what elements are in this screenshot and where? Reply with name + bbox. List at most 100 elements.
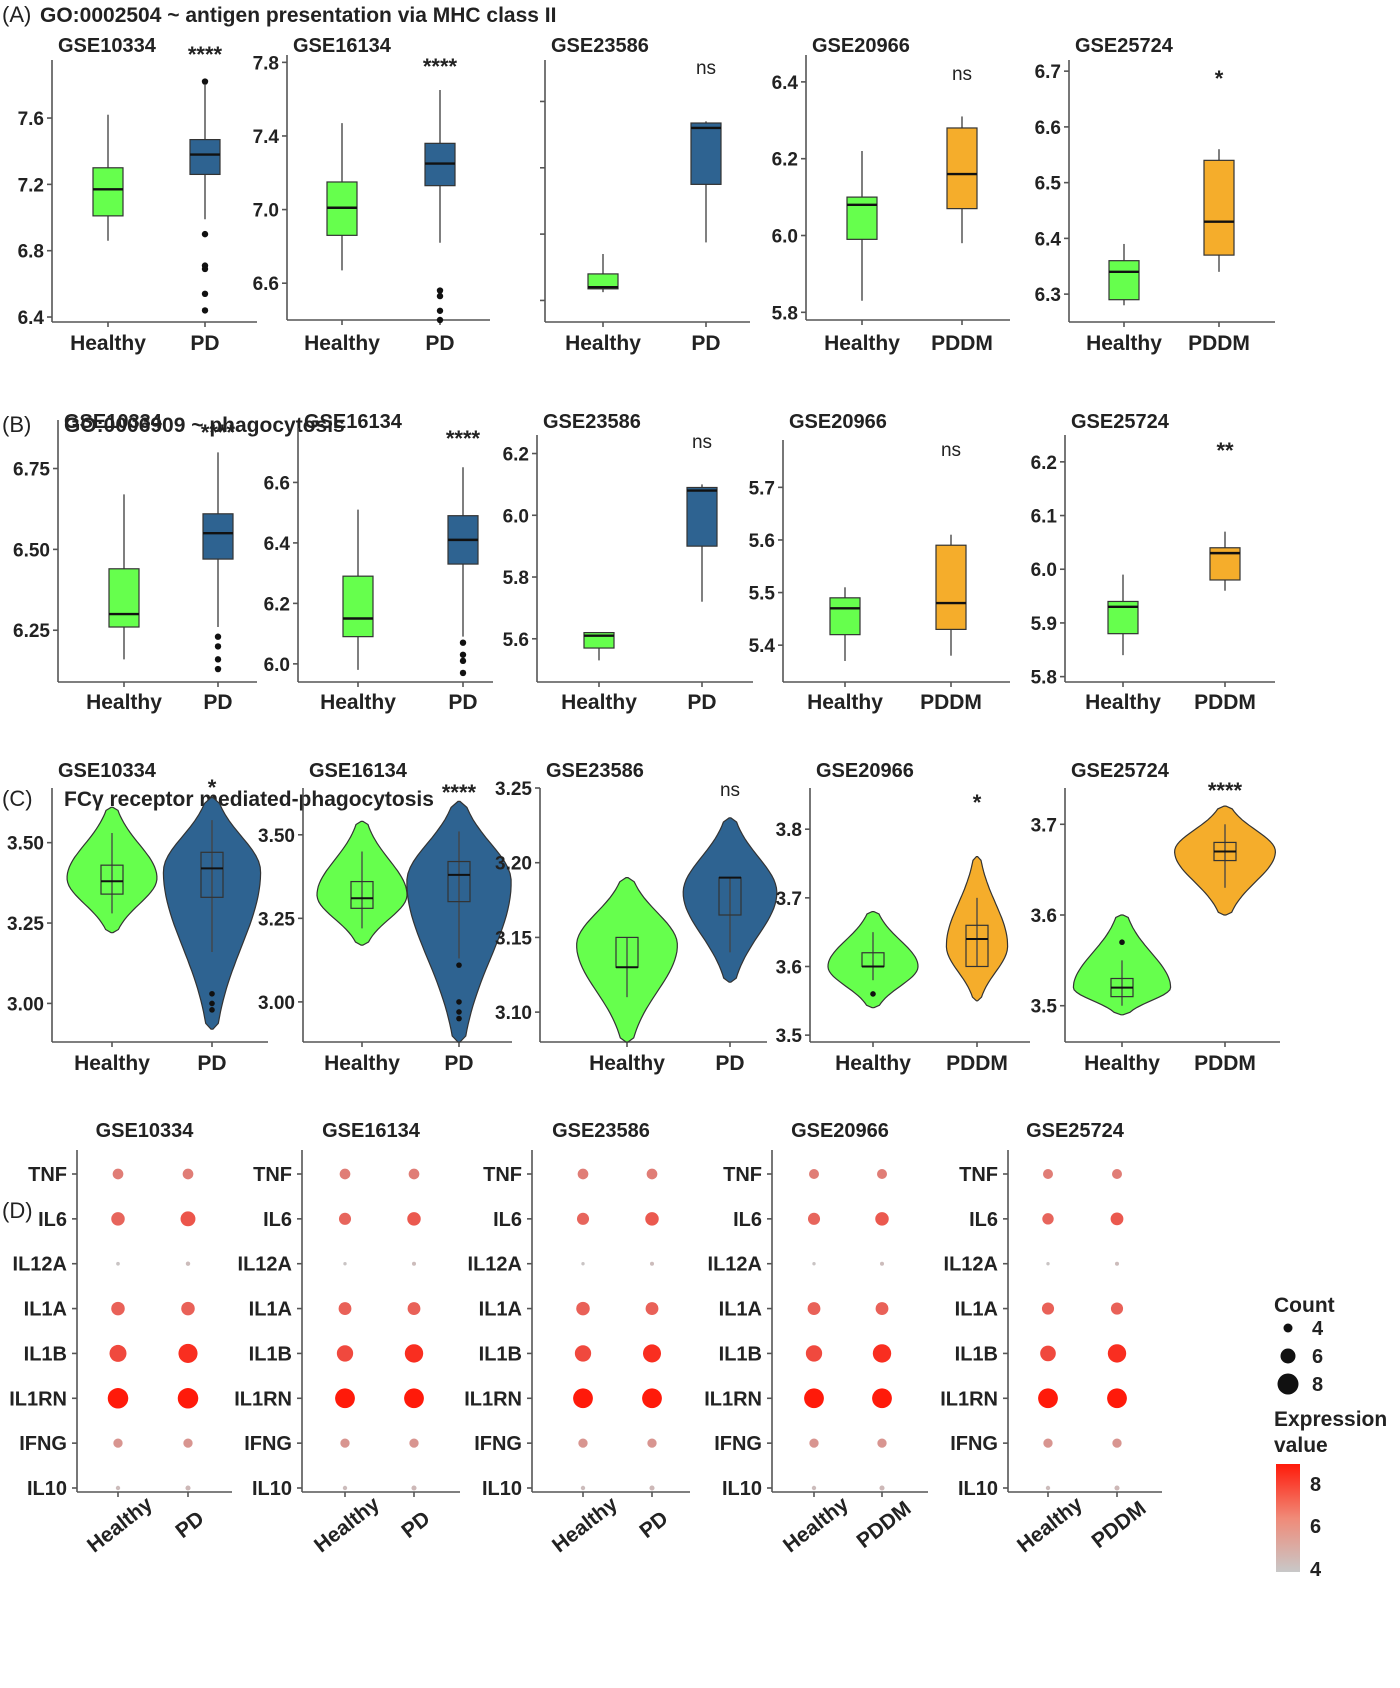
- y-tick-label: 7.6: [18, 109, 44, 130]
- y-tick-label: 5.8: [503, 568, 529, 589]
- dot-il12a-pddm: [1114, 1261, 1120, 1266]
- subplot-title: GSE23586: [546, 760, 644, 782]
- x-category-label: Healthy: [779, 1492, 853, 1557]
- gene-label: IL6: [263, 1209, 292, 1231]
- subplot-c-gse23586: GSE23586 3.10 3.15 3.20 3.25 Healthy PD ns: [495, 760, 778, 1075]
- dot-il1rn-healthy: [1038, 1388, 1058, 1409]
- x-category-label: Healthy: [835, 1052, 911, 1075]
- y-tick-label: 6.2: [264, 594, 290, 615]
- y-tick-label: 6.4: [772, 73, 799, 94]
- dot-il1b-healthy: [1040, 1345, 1056, 1362]
- dot-il10-healthy: [342, 1485, 348, 1491]
- dot-tnf-healthy: [339, 1168, 351, 1180]
- dot-il10-pddm: [1114, 1485, 1120, 1491]
- subplot-b-gse25724: GSE25724 5.8 5.9 6.0 6.1 6.2 Healthy PDDM **: [1031, 411, 1275, 714]
- dot-il1rn-healthy: [107, 1388, 129, 1409]
- count-legend-title: Count: [1274, 1294, 1335, 1317]
- subplot-a-gse16134: GSE16134 6.6 7.0 7.4 7.8 Healthy PD ****: [253, 35, 490, 355]
- dot-il6-pd: [180, 1211, 196, 1227]
- gene-label: IL6: [969, 1209, 998, 1231]
- outlier-point: [201, 265, 209, 273]
- outlier-point: [214, 665, 222, 673]
- box-pd: [189, 138, 221, 176]
- outlier-point: [870, 991, 876, 997]
- box-healthy: [92, 167, 124, 217]
- gene-label: IFNG: [474, 1433, 522, 1455]
- panel-c-label: (C): [2, 786, 33, 811]
- gene-label: TNF: [253, 1164, 292, 1186]
- outlier-point: [459, 651, 467, 658]
- subplot-title: GSE20966: [816, 760, 914, 782]
- y-tick-label: 7.0: [253, 201, 279, 222]
- gene-label: IL1RN: [704, 1388, 762, 1410]
- gene-label: IFNG: [244, 1433, 292, 1455]
- box-healthy: [1108, 260, 1140, 301]
- y-tick-label: 6.4: [18, 308, 45, 329]
- violin-box: [350, 880, 374, 909]
- dot-ifng-pddm: [877, 1438, 887, 1448]
- subplot-title: GSE16134: [304, 411, 403, 433]
- gene-label: IL1B: [24, 1343, 67, 1365]
- x-category-label: PD: [397, 1507, 434, 1543]
- dot-plot-legend: Count 4 6 8 Expression value 8 6 4: [1274, 1294, 1387, 1581]
- x-category-label: PDDM: [931, 332, 993, 355]
- expression-legend-value-4: 4: [1310, 1559, 1322, 1581]
- subplot-c-gse20966: GSE20966 3.5 3.6 3.7 3.8 Healthy PDDM *: [776, 760, 1030, 1075]
- outlier-point: [214, 656, 222, 663]
- gene-label: IL6: [733, 1209, 762, 1231]
- y-tick-label: 3.10: [495, 1003, 532, 1024]
- gene-label: IFNG: [714, 1433, 762, 1455]
- box-pddm: [935, 544, 967, 630]
- dot-il6-pddm: [1110, 1212, 1124, 1226]
- subplot-d-gse10334: GSE10334 TNF IL6 IL12A IL1A IL1B IL1RN IFNG IL10…: [9, 1120, 232, 1557]
- x-category-label: Healthy: [561, 691, 637, 714]
- y-tick-label: 6.7: [1035, 62, 1061, 83]
- x-category-label: PD: [687, 691, 716, 714]
- dot-il10-healthy: [115, 1485, 121, 1491]
- y-tick-label: 3.7: [776, 889, 802, 910]
- x-category-label: PD: [203, 691, 232, 714]
- dot-il1rn-pd: [404, 1388, 424, 1409]
- dot-tnf-pddm: [877, 1169, 887, 1179]
- dot-il10-healthy: [1045, 1485, 1051, 1491]
- subplot-b-gse23586: GSE23586 5.6 5.8 6.0 6.2 Healthy PD ns: [503, 411, 753, 714]
- gene-label: IL1RN: [234, 1388, 292, 1410]
- x-category-label: Healthy: [324, 1052, 400, 1075]
- significance-label: *: [1215, 66, 1224, 91]
- x-category-label: PD: [425, 332, 454, 355]
- box-healthy: [829, 597, 861, 636]
- x-category-label: Healthy: [1084, 1052, 1160, 1075]
- gene-label: TNF: [723, 1164, 762, 1186]
- dot-il12a-pddm: [879, 1261, 885, 1266]
- outlier-point: [209, 1007, 215, 1013]
- dot-ifng-pd: [409, 1438, 419, 1448]
- subplot-title: GSE25724: [1026, 1120, 1125, 1142]
- subplot-d-gse23586: GSE23586 TNF IL6 IL12A IL1A IL1B IL1RN IFNG IL10…: [464, 1120, 690, 1557]
- y-tick-label: 6.50: [13, 540, 50, 561]
- significance-label: *: [973, 790, 982, 815]
- dot-il6-healthy: [111, 1212, 125, 1226]
- dot-il12a-healthy: [116, 1261, 120, 1266]
- y-tick-label: 6.6: [264, 473, 290, 494]
- dot-il1rn-pd: [177, 1388, 199, 1409]
- dot-il6-pd: [407, 1212, 421, 1226]
- dot-il6-healthy: [807, 1212, 821, 1225]
- subplot-c-gse10334: GSE10334 3.00 3.25 3.50 Healthy PD *: [7, 760, 268, 1075]
- outlier-point: [201, 78, 209, 85]
- gene-label: IL1B: [249, 1343, 292, 1365]
- significance-label: **: [1216, 438, 1234, 463]
- gene-label: IL1A: [249, 1299, 292, 1321]
- count-legend-value-4: 4: [1312, 1318, 1324, 1340]
- y-tick-label: 3.15: [495, 928, 532, 949]
- x-category-label: PD: [448, 691, 477, 714]
- outlier-point: [436, 287, 444, 294]
- subplot-title: GSE25724: [1075, 35, 1174, 57]
- dot-il6-pddm: [875, 1212, 889, 1226]
- y-tick-label: 3.25: [258, 909, 295, 930]
- significance-label: ns: [692, 432, 712, 453]
- y-tick-label: 6.0: [772, 227, 798, 248]
- y-tick-label: 6.2: [1031, 453, 1057, 474]
- subplot-title: GSE10334: [96, 1120, 195, 1142]
